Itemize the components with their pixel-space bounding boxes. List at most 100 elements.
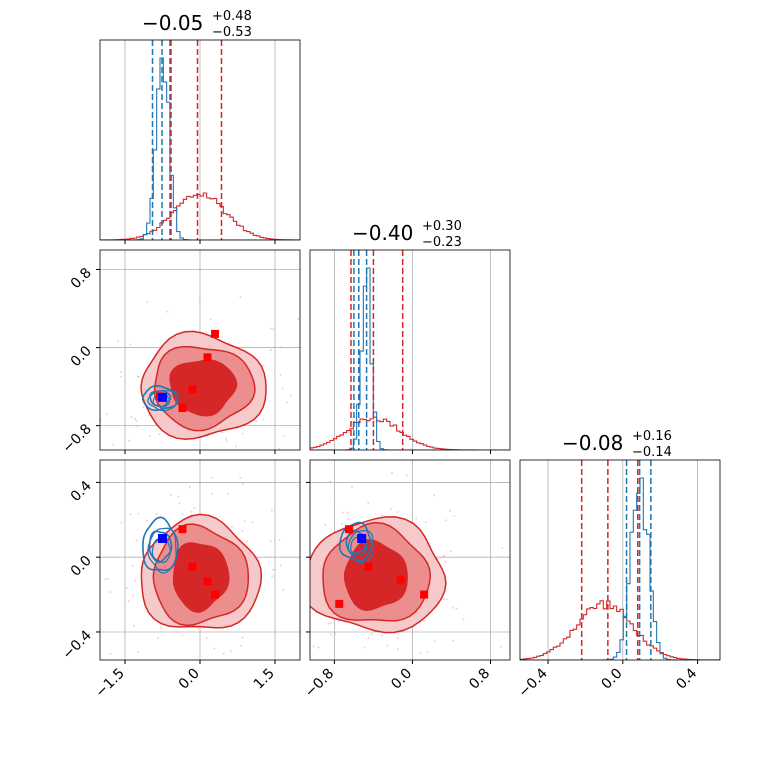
scatter-point [452, 639, 455, 642]
scatter-point [173, 468, 175, 470]
panel-title-2: −0.08 [562, 431, 623, 455]
scatter-point [153, 475, 155, 477]
scatter-point [109, 652, 112, 655]
scatter-point [282, 434, 285, 437]
scatter-point [222, 652, 225, 655]
scatter-point [226, 492, 229, 495]
contour-series-b [338, 521, 373, 562]
contour-series-b [345, 529, 367, 555]
y-tick-label: 0.0 [68, 553, 95, 580]
marker-series-a [345, 525, 354, 534]
scatter-point [300, 683, 302, 685]
scatter-point [193, 506, 196, 509]
panel-1-0 [66, 249, 334, 477]
scatter-point [405, 474, 408, 477]
scatter-point [328, 480, 331, 483]
y-tick-label: 0.0 [68, 343, 95, 370]
scatter-point [453, 515, 456, 518]
scatter-point [153, 468, 155, 470]
scatter-point [190, 510, 193, 513]
panel-0-0 [99, 39, 301, 241]
marker-series-a [188, 562, 197, 571]
scatter-point [106, 413, 109, 416]
scatter-point [188, 486, 191, 489]
scatter-point [241, 482, 244, 485]
scatter-point [211, 492, 214, 495]
scatter-point [444, 560, 447, 563]
marker-series-a [396, 575, 405, 584]
y-tick-label: −0.8 [59, 421, 94, 456]
scatter-point [170, 493, 173, 496]
scatter-point [134, 417, 137, 420]
scatter-point [341, 523, 344, 526]
scatter-point [127, 600, 130, 603]
scatter-point [205, 637, 208, 640]
contour-series-b [147, 390, 177, 412]
scatter-point [255, 419, 258, 422]
scatter-point [240, 644, 243, 647]
scatter-point [442, 598, 445, 601]
histogram-series-a [520, 600, 720, 660]
scatter-point [442, 555, 445, 558]
scatter-point [104, 578, 107, 581]
x-tick-label: 0.0 [388, 666, 415, 693]
scatter-point [329, 633, 332, 636]
contour-series-b [347, 530, 374, 564]
scatter-point [294, 529, 296, 531]
scatter-point [251, 520, 254, 523]
scatter-point [330, 622, 333, 625]
scatter-point [291, 514, 293, 516]
scatter-point [178, 502, 181, 505]
scatter-point [307, 401, 309, 403]
scatter-point [344, 744, 346, 746]
scatter-point [367, 637, 370, 640]
y-tick-label: 0.8 [68, 265, 95, 292]
contour-series-b [142, 516, 179, 572]
x-tick-label: 1.5 [251, 666, 278, 693]
scatter-point [142, 405, 145, 408]
scatter-point [304, 661, 306, 663]
scatter-point [269, 327, 272, 330]
scatter-point [225, 440, 228, 443]
scatter-point [327, 622, 330, 625]
scatter-point [390, 471, 393, 474]
contour-series-a [169, 359, 238, 417]
scatter-point [130, 416, 133, 419]
scatter-point [396, 511, 399, 514]
panel-frame [519, 459, 721, 661]
panel-1-1 [309, 249, 511, 451]
panel-title-upper-1: +0.30 [422, 219, 462, 234]
scatter-point [462, 618, 465, 621]
panel-title-upper-0: +0.48 [212, 9, 252, 24]
y-tick-label: 0.4 [68, 478, 95, 505]
scatter-point [148, 414, 151, 417]
scatter-point [236, 427, 239, 430]
scatter-point [66, 376, 68, 378]
scatter-point [221, 431, 224, 434]
contour-series-b [148, 530, 173, 563]
scatter-point [181, 634, 184, 637]
scatter-point [129, 513, 132, 516]
scatter-point [422, 619, 425, 622]
scatter-point [415, 517, 418, 520]
x-tick-label: 0.8 [466, 666, 493, 693]
scatter-point [332, 396, 334, 398]
scatter-point [229, 650, 232, 653]
scatter-point [346, 511, 349, 514]
marker-series-a [364, 562, 373, 571]
scatter-point [451, 606, 454, 609]
scatter-point [128, 439, 131, 442]
scatter-point [135, 419, 138, 422]
scatter-point [279, 564, 282, 567]
scatter-point [112, 443, 115, 446]
scatter-point [137, 651, 140, 654]
scatter-point [149, 434, 152, 437]
scatter-point [289, 394, 292, 397]
marker-series-a [203, 577, 212, 586]
scatter-point [279, 373, 282, 376]
scatter-point [246, 540, 249, 543]
marker-series-a [335, 599, 344, 608]
histogram-series-a [310, 416, 510, 450]
scatter-point [297, 318, 300, 321]
contour-series-b [149, 390, 172, 408]
